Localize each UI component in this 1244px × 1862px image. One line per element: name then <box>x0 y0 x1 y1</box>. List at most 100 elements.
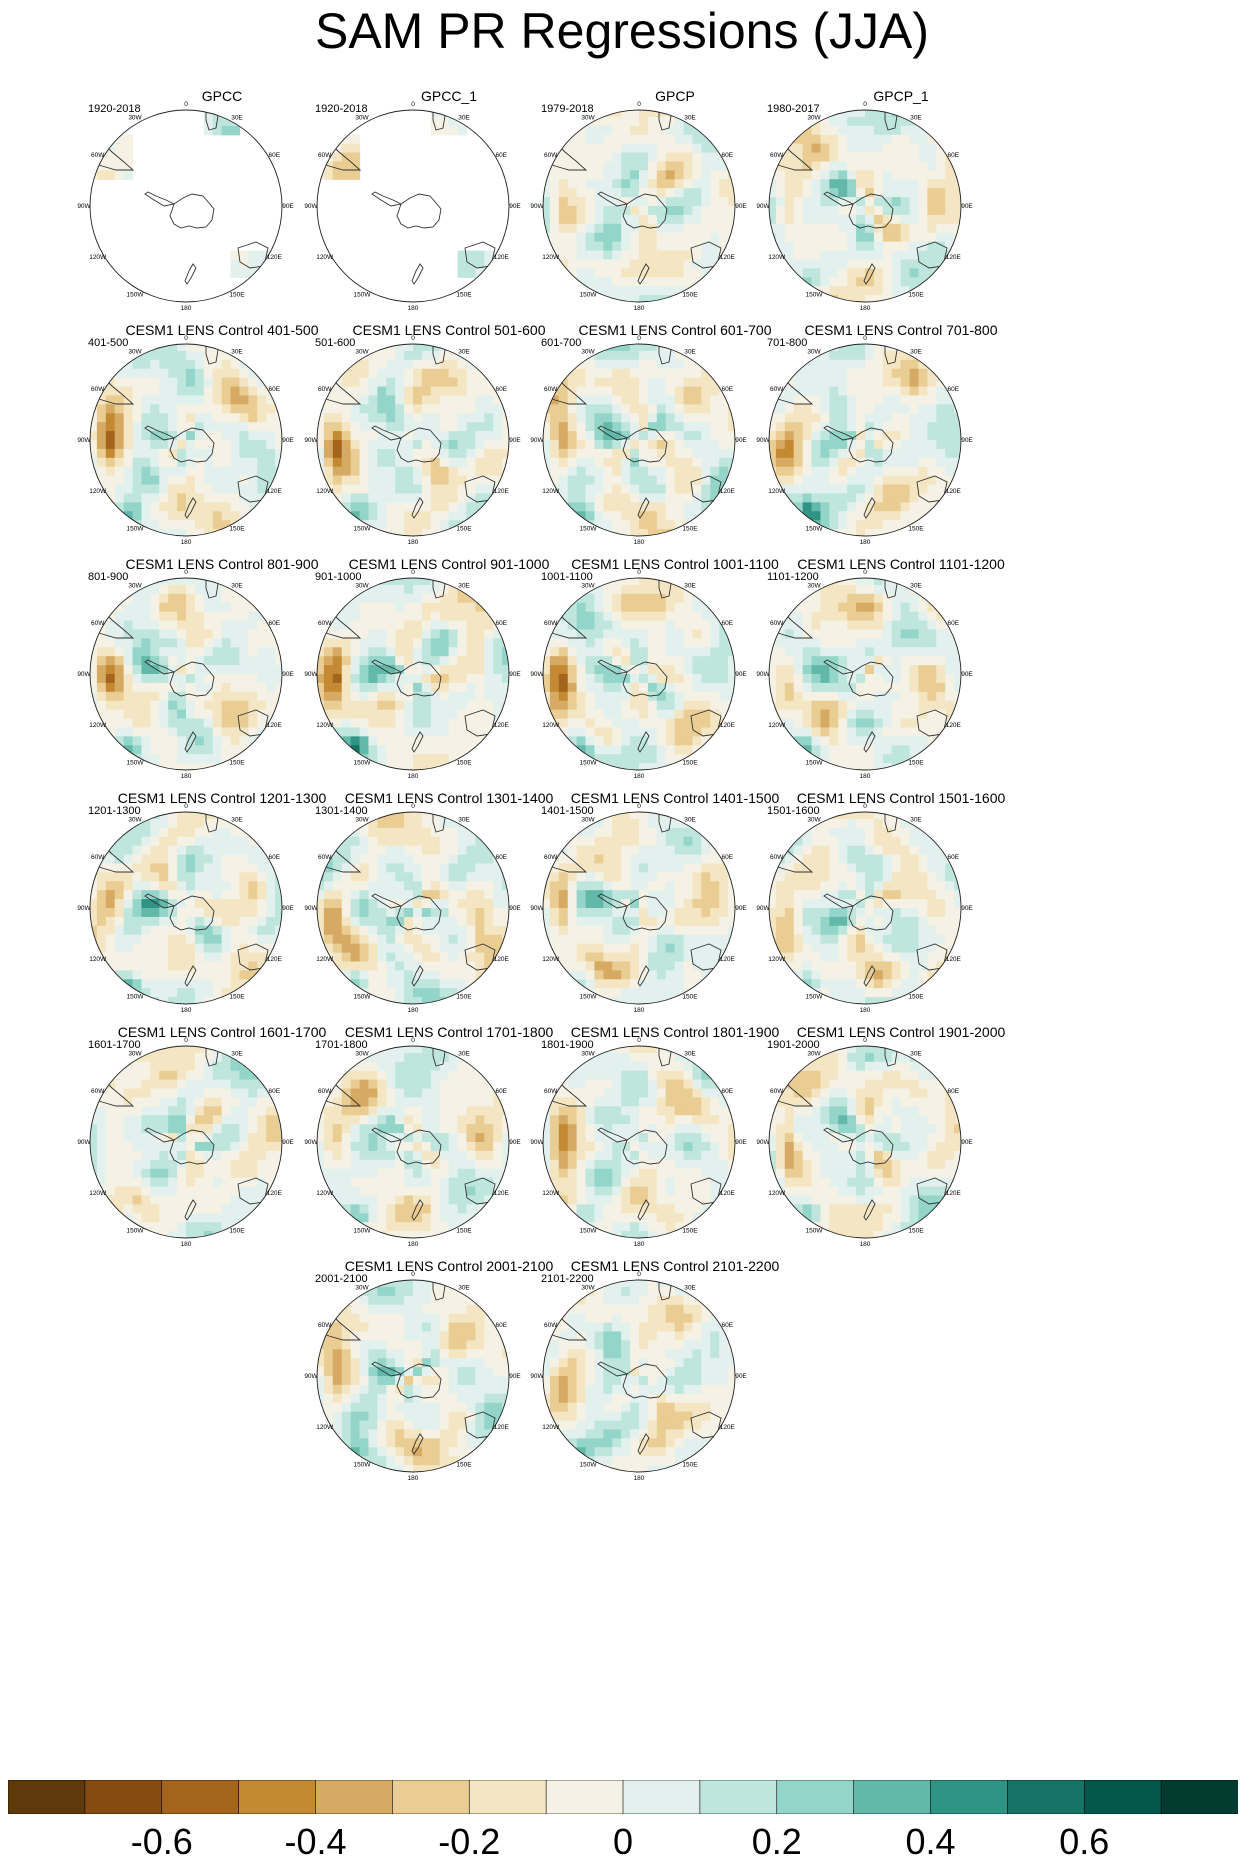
longitude-label: 120E <box>946 488 962 495</box>
longitude-label: 150E <box>908 993 924 1000</box>
longitude-label: 0 <box>637 569 641 576</box>
longitude-label: 120W <box>768 1190 786 1197</box>
longitude-label: 120E <box>267 956 283 963</box>
longitude-label: 30E <box>684 1051 696 1058</box>
longitude-label: 180 <box>634 539 645 546</box>
longitude-label: 60W <box>91 854 105 861</box>
longitude-label: 90W <box>756 437 770 444</box>
colorbar-bin <box>777 1780 854 1814</box>
longitude-label: 150E <box>456 291 472 298</box>
longitude-label: 60E <box>948 152 960 159</box>
longitude-label: 180 <box>860 1007 871 1014</box>
longitude-label: 120W <box>89 488 107 495</box>
longitude-label: 120E <box>267 1190 283 1197</box>
colorbar <box>8 1780 1238 1814</box>
longitude-label: 0 <box>411 335 415 342</box>
longitude-label: 150W <box>127 993 145 1000</box>
longitude-label: 60W <box>544 1322 558 1329</box>
longitude-label: 0 <box>184 1037 188 1044</box>
colorbar-tick-label: 0.6 <box>1059 1822 1109 1862</box>
longitude-label: 90E <box>509 1373 521 1380</box>
longitude-label: 90E <box>735 437 747 444</box>
longitude-label: 0 <box>637 1037 641 1044</box>
longitude-label: 90W <box>756 905 770 912</box>
longitude-label: 120E <box>946 254 962 261</box>
longitude-label: 150E <box>908 1227 924 1234</box>
longitude-label: 60W <box>544 620 558 627</box>
longitude-label: 90W <box>756 671 770 678</box>
longitude-label: 0 <box>411 101 415 108</box>
longitude-label: 150E <box>682 291 698 298</box>
longitude-label: 120E <box>494 956 510 963</box>
longitude-label: 150E <box>682 1227 698 1234</box>
longitude-label: 120W <box>89 1190 107 1197</box>
longitude-label: 120W <box>316 956 334 963</box>
longitude-label: 60W <box>770 152 784 159</box>
longitude-label: 120W <box>768 722 786 729</box>
longitude-label: 30E <box>910 583 922 590</box>
colorbar-bin <box>239 1780 316 1814</box>
longitude-label: 60W <box>318 152 332 159</box>
longitude-label: 60E <box>269 152 281 159</box>
longitude-label: 30W <box>355 583 369 590</box>
longitude-label: 30E <box>684 583 696 590</box>
longitude-label: 90W <box>530 905 544 912</box>
longitude-label: 60E <box>496 620 508 627</box>
longitude-label: 90W <box>77 437 91 444</box>
longitude-label: 150E <box>229 993 245 1000</box>
longitude-label: 120W <box>768 956 786 963</box>
longitude-label: 30W <box>128 817 142 824</box>
longitude-label: 30W <box>581 817 595 824</box>
longitude-label: 30W <box>128 583 142 590</box>
longitude-label: 150E <box>229 291 245 298</box>
longitude-label: 150W <box>580 525 598 532</box>
longitude-label: 90W <box>756 203 770 210</box>
longitude-label: 0 <box>184 803 188 810</box>
longitude-label: 30E <box>910 817 922 824</box>
longitude-label: 150E <box>229 759 245 766</box>
longitude-label: 60E <box>948 854 960 861</box>
longitude-label: 90W <box>77 1139 91 1146</box>
longitude-label: 180 <box>634 305 645 312</box>
colorbar-bin <box>392 1780 469 1814</box>
longitude-label: 120W <box>542 1424 560 1431</box>
longitude-label: 0 <box>637 335 641 342</box>
longitude-label: 0 <box>863 569 867 576</box>
longitude-label: 60E <box>722 854 734 861</box>
longitude-label: 150W <box>806 759 824 766</box>
longitude-label: 90W <box>530 437 544 444</box>
longitude-label: 60W <box>544 152 558 159</box>
longitude-label: 120E <box>946 1190 962 1197</box>
longitude-label: 120W <box>768 488 786 495</box>
longitude-label: 180 <box>408 539 419 546</box>
longitude-label: 90E <box>961 203 973 210</box>
longitude-label: 180 <box>181 539 192 546</box>
longitude-label: 30E <box>458 1051 470 1058</box>
longitude-label: 90W <box>304 203 318 210</box>
longitude-label: 150W <box>354 759 372 766</box>
longitude-label: 120W <box>542 254 560 261</box>
longitude-label: 150E <box>908 525 924 532</box>
longitude-label: 30E <box>458 1285 470 1292</box>
longitude-label: 120W <box>542 488 560 495</box>
longitude-label: 150E <box>908 291 924 298</box>
longitude-label: 90W <box>304 671 318 678</box>
longitude-label: 120E <box>720 1190 736 1197</box>
longitude-label: 120E <box>494 254 510 261</box>
longitude-label: 60E <box>948 1088 960 1095</box>
longitude-label: 60W <box>770 386 784 393</box>
longitude-label: 120W <box>316 1190 334 1197</box>
longitude-label: 60E <box>948 386 960 393</box>
